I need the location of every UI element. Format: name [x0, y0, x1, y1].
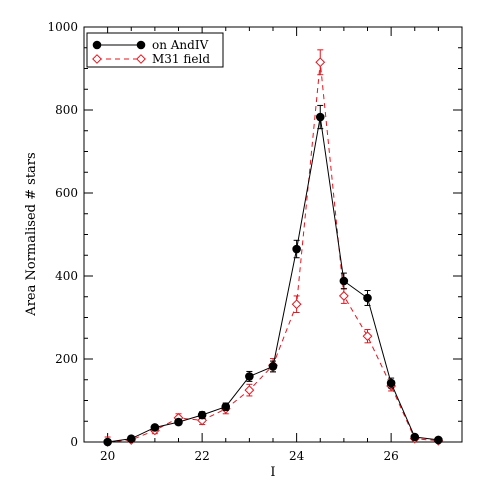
data-point-andiv — [339, 276, 349, 286]
x-tick-label: 26 — [383, 449, 398, 463]
x-tick-labels: 20 22 24 26 — [100, 449, 399, 463]
data-point-m31 — [315, 57, 326, 68]
data-point-andiv — [174, 417, 183, 427]
data-point-andiv — [434, 435, 443, 445]
series-andiv — [103, 104, 443, 447]
legend-marker-andiv — [92, 40, 102, 50]
legend-marker-m31 — [136, 54, 146, 64]
data-point-m31 — [362, 331, 373, 342]
y-axis-title: Area Normalised # stars — [24, 152, 39, 316]
data-point-andiv — [386, 378, 396, 388]
x-axis-title: I — [270, 465, 275, 480]
y-tick-label: 800 — [55, 103, 78, 117]
data-point-m31 — [244, 385, 255, 396]
legend-label-on-andiv: on AndIV — [152, 38, 209, 52]
data-point-m31 — [291, 299, 302, 310]
y-tick-label: 200 — [55, 352, 78, 366]
y-tick-label: 400 — [55, 269, 78, 283]
legend-box — [86, 32, 224, 68]
data-point-andiv — [363, 293, 372, 303]
data-point-andiv — [292, 244, 301, 254]
legend-label-m31-field: M31 field — [152, 52, 210, 66]
data-point-m31 — [338, 291, 349, 301]
legend-marker-andiv — [136, 40, 146, 50]
x-tick-label: 20 — [100, 449, 115, 463]
data-point-andiv — [245, 372, 254, 381]
x-tick-label: 22 — [194, 449, 209, 463]
y-tick-label: 1000 — [47, 20, 78, 34]
data-point-andiv — [410, 432, 420, 442]
data-point-andiv — [221, 402, 231, 412]
data-point-m31 — [197, 415, 208, 426]
data-point-andiv — [103, 437, 112, 447]
data-point-andiv — [150, 423, 160, 432]
data-point-andiv — [315, 112, 325, 122]
plot-frame — [83, 26, 463, 443]
data-point-andiv — [268, 362, 278, 371]
series-line-andiv — [107, 116, 439, 443]
y-tick-label: 600 — [55, 186, 78, 200]
legend: on AndIV M31 field — [86, 32, 224, 68]
series-layer — [102, 49, 444, 447]
y-tick-label: 0 — [70, 435, 78, 449]
y-tick-labels: 0 200 400 600 800 1000 — [47, 20, 78, 449]
axis-ticks — [83, 26, 463, 443]
legend-marker-m31 — [92, 54, 102, 64]
data-point-andiv — [126, 434, 136, 443]
x-tick-label: 24 — [289, 449, 305, 463]
data-point-andiv — [197, 410, 207, 420]
